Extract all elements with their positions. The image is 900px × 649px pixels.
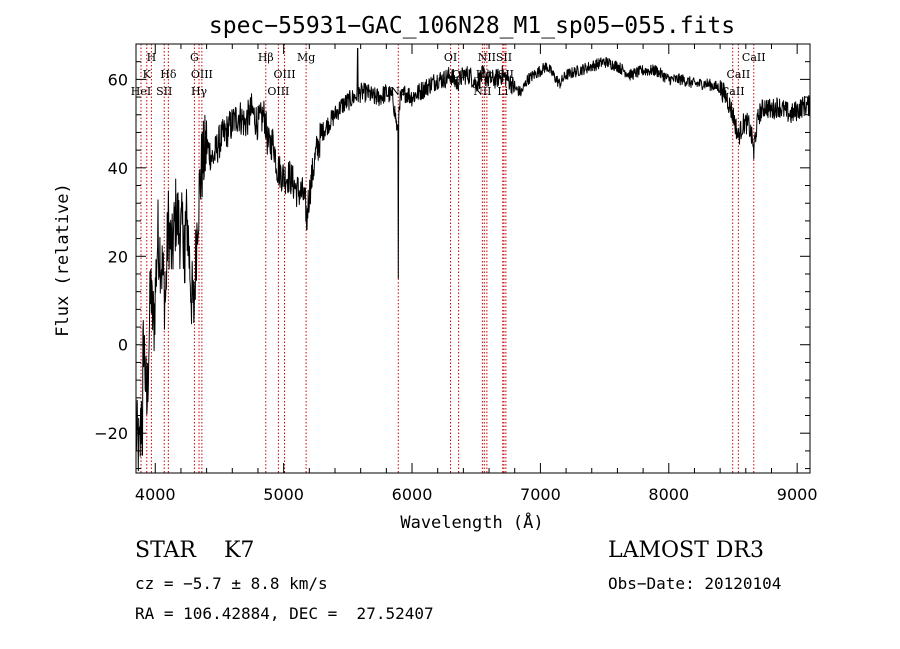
emission-line-label: HeI: [131, 85, 151, 98]
emission-line-label: K: [143, 68, 152, 81]
emission-line-label: OI: [444, 51, 457, 64]
y-tick-label: 40: [108, 159, 128, 178]
x-tick-label: 5000: [263, 485, 304, 504]
emission-line-label: Na: [390, 85, 407, 98]
y-tick-label: −20: [94, 424, 128, 443]
emission-line-label: OIII: [191, 68, 213, 81]
emission-line-label: H: [147, 51, 157, 64]
emission-line-label: Hδ: [160, 68, 177, 81]
emission-line-label: NII: [478, 51, 496, 64]
x-axis-label: Wavelength (Å): [400, 511, 543, 533]
y-axis-label: Flux (relative): [53, 183, 73, 337]
observation-date: Obs−Date: 20120104: [608, 574, 782, 593]
y-tick-label: 20: [108, 247, 128, 266]
emission-line-label: CaII: [727, 68, 751, 81]
x-tick-label: 4000: [135, 485, 176, 504]
emission-line-label: G: [190, 51, 199, 64]
chart-title: spec−55931−GAC_106N28_M1_sp05−055.fits: [209, 13, 735, 39]
survey-name: LAMOST DR3: [608, 538, 764, 563]
object-class: STAR K7: [135, 538, 255, 563]
y-axis: −20 0 20 40 60: [94, 43, 810, 470]
emission-line-label: SII: [496, 51, 512, 64]
emission-line-label: CaII: [742, 51, 766, 64]
y-tick-label: 60: [108, 70, 128, 89]
flux-series-line: [135, 47, 811, 472]
emission-line-label: SII: [156, 85, 172, 98]
emission-line-label: OIII: [274, 68, 296, 81]
emission-line-markers: [140, 44, 755, 473]
emission-line-label: OIII: [267, 85, 289, 98]
x-tick-label: 6000: [392, 485, 433, 504]
sky-coordinates: RA = 106.42884, DEC = 27.52407: [135, 604, 434, 623]
emission-line-label: Mg: [297, 51, 315, 64]
redshift-velocity: cz = −5.7 ± 8.8 km/s: [135, 574, 328, 593]
x-tick-label: 9000: [777, 485, 818, 504]
plot-frame: [135, 43, 811, 474]
x-tick-label: 7000: [520, 485, 561, 504]
emission-line-label: Li: [497, 85, 508, 98]
x-tick-label: 8000: [648, 485, 689, 504]
emission-line-label: Hβ: [258, 51, 274, 64]
emission-line-label: Hγ: [191, 85, 208, 98]
y-tick-label: 0: [118, 336, 128, 355]
x-axis: 4000 5000 6000 7000 8000 9000: [135, 44, 818, 504]
